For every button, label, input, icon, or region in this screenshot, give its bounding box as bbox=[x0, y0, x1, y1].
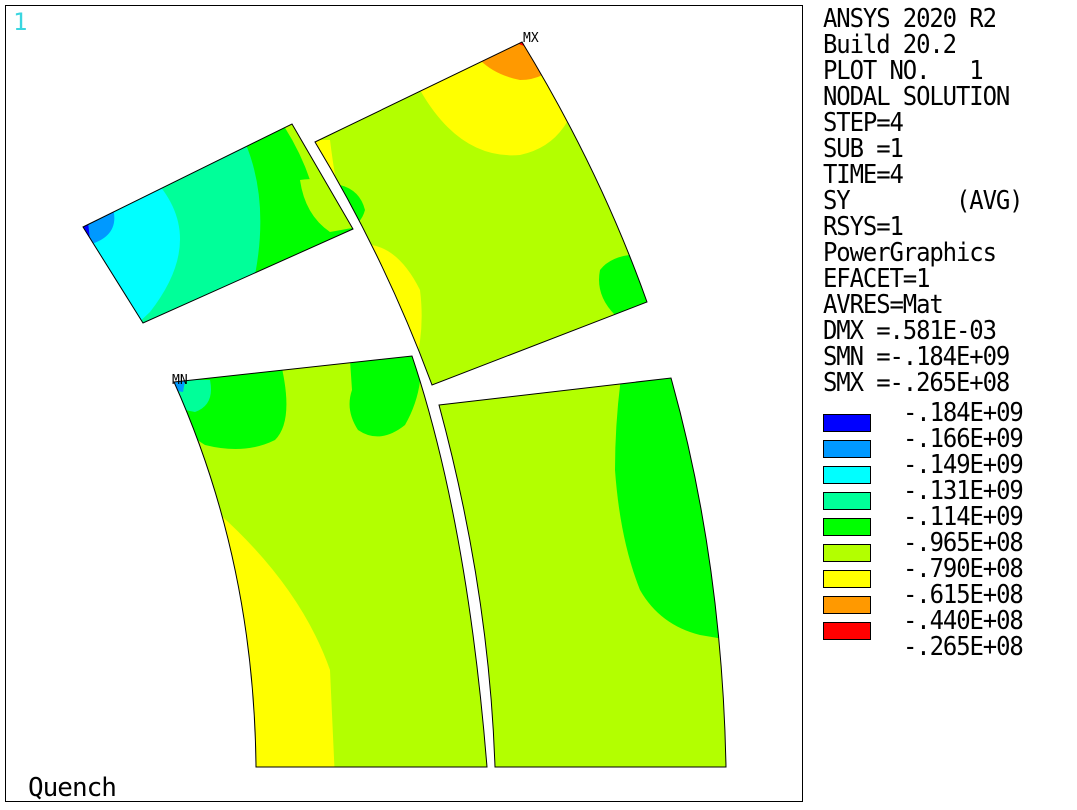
info-line: Build 20.2 bbox=[823, 30, 957, 60]
info-line: RSYS=1 bbox=[823, 212, 904, 242]
window-number: 1 bbox=[13, 8, 28, 36]
model-plot: MX MN bbox=[82, 31, 727, 768]
info-line: STEP=4 bbox=[823, 108, 904, 138]
block-lower-right bbox=[439, 378, 726, 767]
info-line: NODAL SOLUTION bbox=[823, 82, 1010, 112]
info-line: SY (AVG) bbox=[823, 186, 1024, 216]
legend-row: -.166E+09 bbox=[823, 424, 1073, 458]
legend-row: -.184E+09 bbox=[823, 398, 1073, 432]
legend-swatch bbox=[823, 596, 871, 614]
legend-swatch bbox=[823, 570, 871, 588]
info-line: SMX =-.265E+08 bbox=[823, 368, 1010, 398]
legend-label: -.965E+08 bbox=[903, 528, 1024, 558]
legend-label: -.184E+09 bbox=[903, 398, 1024, 428]
legend-label: -.149E+09 bbox=[903, 450, 1024, 480]
info-line: SUB =1 bbox=[823, 134, 904, 164]
legend-swatch bbox=[823, 466, 871, 484]
legend-label: -.166E+09 bbox=[903, 424, 1024, 454]
legend-swatch bbox=[823, 414, 871, 432]
legend-swatch bbox=[823, 492, 871, 510]
legend-row: -.114E+09 bbox=[823, 502, 1073, 536]
info-line: SMN =-.184E+09 bbox=[823, 342, 1010, 372]
info-line: AVRES=Mat bbox=[823, 290, 944, 320]
info-line: EFACET=1 bbox=[823, 264, 930, 294]
legend-row: -.965E+08 bbox=[823, 528, 1073, 562]
plot-caption: Quench bbox=[28, 773, 117, 803]
legend-swatch bbox=[823, 622, 871, 640]
legend-row: -.131E+09 bbox=[823, 476, 1073, 510]
legend-row: -.265E+08 bbox=[823, 634, 1073, 660]
block-upper-right bbox=[315, 42, 647, 385]
info-line: PowerGraphics bbox=[823, 238, 997, 268]
legend-swatch bbox=[823, 518, 871, 536]
min-marker: MN bbox=[172, 373, 188, 388]
legend-swatch bbox=[823, 440, 871, 458]
info-panel: ANSYS 2020 R2 Build 20.2 PLOT NO. 1 NODAL S… bbox=[823, 4, 1024, 398]
legend-label: -.265E+08 bbox=[903, 632, 1024, 662]
info-line: PLOT NO. 1 bbox=[823, 56, 984, 86]
legend-row: -.615E+08 bbox=[823, 580, 1073, 614]
info-line: TIME=4 bbox=[823, 160, 904, 190]
legend-label: -.440E+08 bbox=[903, 606, 1024, 636]
legend-label: -.790E+08 bbox=[903, 554, 1024, 584]
legend-label: -.615E+08 bbox=[903, 580, 1024, 610]
max-marker: MX bbox=[523, 31, 539, 46]
info-line: DMX =.581E-03 bbox=[823, 316, 997, 346]
legend-row: -.440E+08 bbox=[823, 606, 1073, 640]
legend-label: -.114E+09 bbox=[903, 502, 1024, 532]
legend-row: -.790E+08 bbox=[823, 554, 1073, 588]
info-line: ANSYS 2020 R2 bbox=[823, 4, 997, 34]
legend-row: -.149E+09 bbox=[823, 450, 1073, 484]
legend-label: -.131E+09 bbox=[903, 476, 1024, 506]
legend-swatch bbox=[823, 544, 871, 562]
